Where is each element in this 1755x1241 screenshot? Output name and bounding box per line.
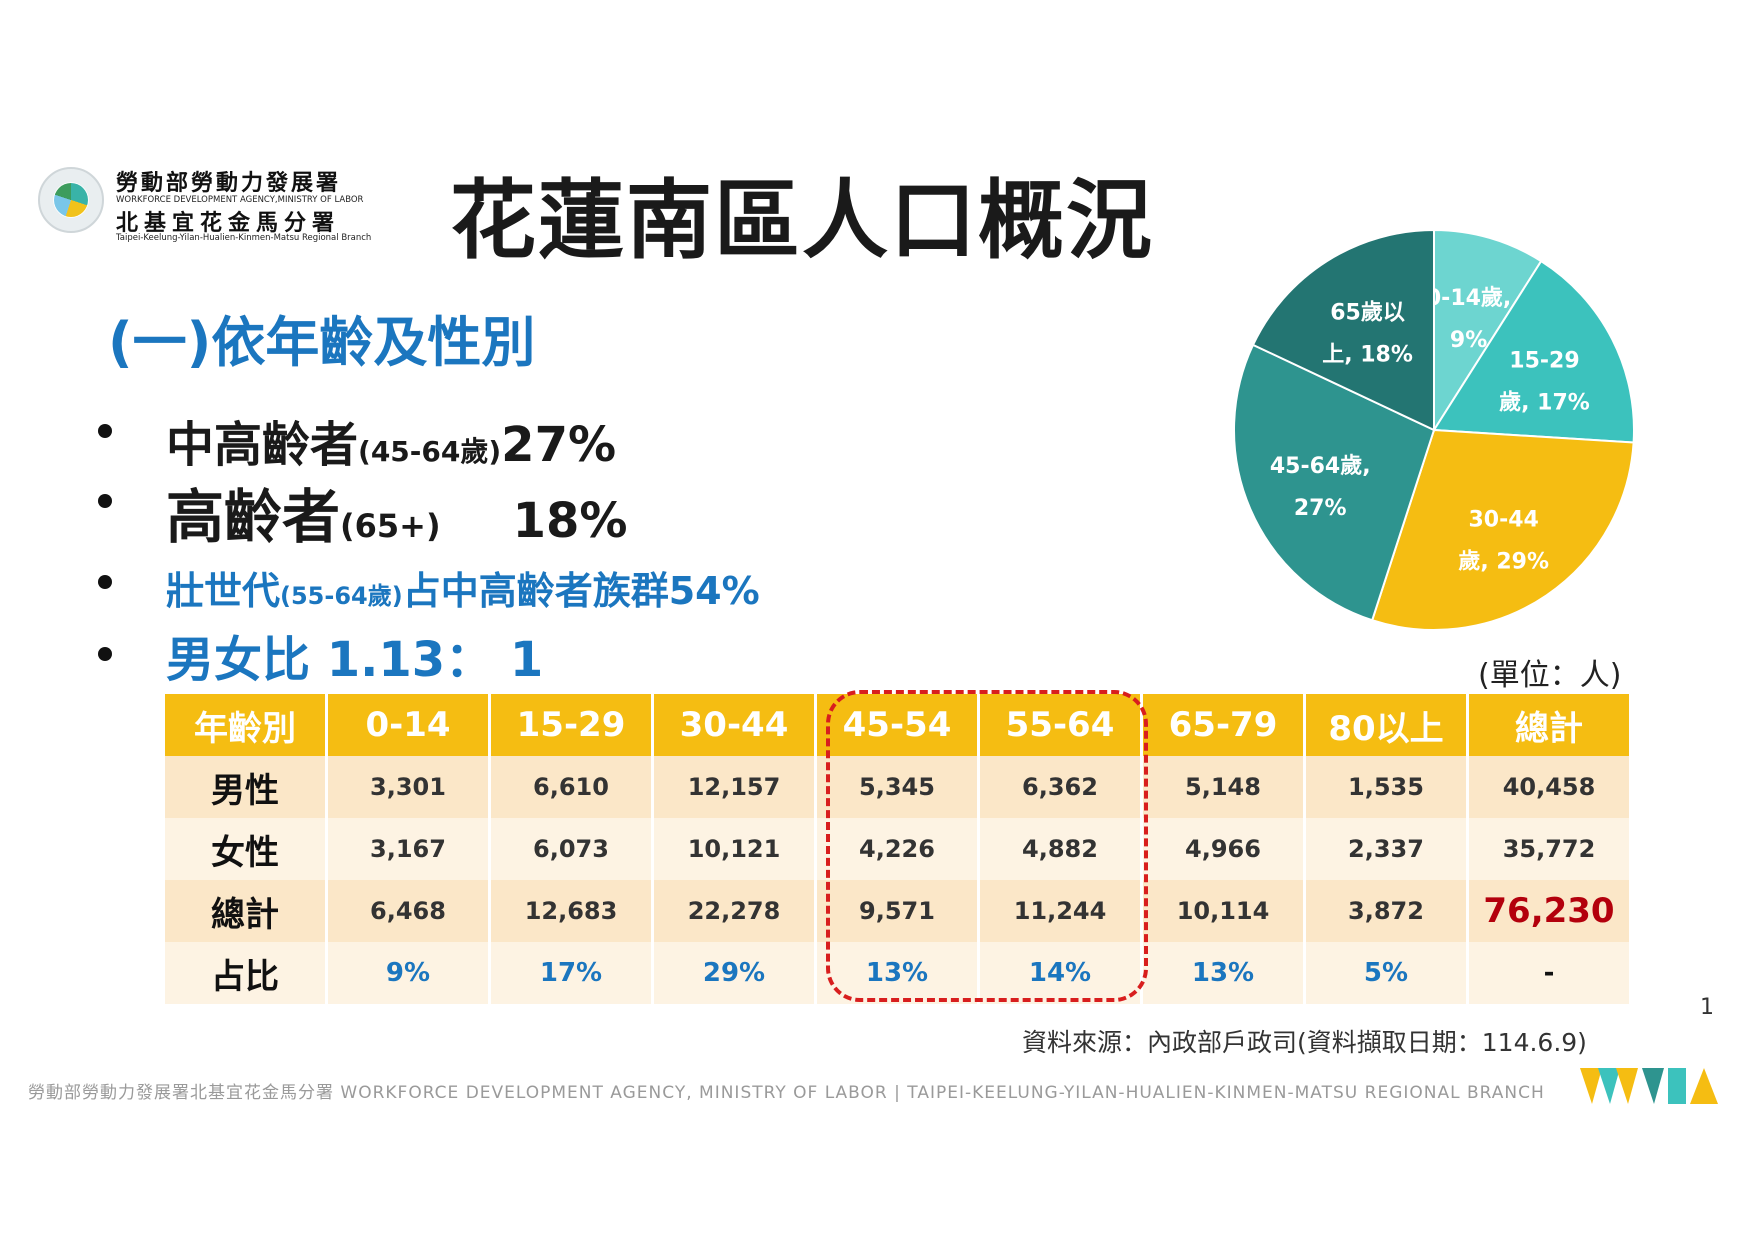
table-cell: 6,468 bbox=[328, 880, 488, 942]
pie-slice-label: 45-64歲, 27% bbox=[1270, 454, 1371, 521]
table-header-cell: 年齡別 bbox=[165, 694, 325, 756]
row-label: 總計 bbox=[165, 880, 325, 942]
table-row: 男性 3,301 6,610 12,157 5,345 6,362 5,148 … bbox=[165, 756, 1629, 818]
bullet-middle-aged: 中高齡者(45-64歲)27% bbox=[166, 405, 616, 475]
table-cell: 3,301 bbox=[328, 756, 488, 818]
logo-name-en: WORKFORCE DEVELOPMENT AGENCY,MINISTRY OF… bbox=[116, 195, 364, 205]
table-cell: 22,278 bbox=[654, 880, 814, 942]
table-row: 總計 6,468 12,683 22,278 9,571 11,244 10,1… bbox=[165, 880, 1629, 942]
bullet-dot bbox=[98, 494, 112, 508]
table-cell: 12,157 bbox=[654, 756, 814, 818]
pie-slice bbox=[1251, 228, 1435, 432]
table-row: 占比 9% 17% 29% 13% 14% 13% 5% - bbox=[165, 942, 1629, 1004]
data-source-note: 資料來源：內政部戶政司(資料擷取日期：114.6.9) bbox=[1022, 1028, 1587, 1057]
bullet-main: 高齡者 bbox=[166, 483, 341, 551]
logo-branch-en: Taipei-Keelung-Yilan-Hualien-Kinmen-Mats… bbox=[116, 233, 372, 243]
bullet-note: (65+) bbox=[340, 507, 441, 545]
bullet-note: (45-64歲) bbox=[358, 435, 502, 468]
row-label: 男性 bbox=[165, 756, 325, 818]
table-cell: 4,966 bbox=[1143, 818, 1303, 880]
highlight-dashed-box bbox=[826, 690, 1148, 1002]
table-cell: 10,114 bbox=[1143, 880, 1303, 942]
bullet-value: 18% bbox=[512, 493, 628, 549]
bullet-elderly: 高齡者(65+) 18% bbox=[166, 470, 628, 554]
bullet-prime-generation: 壯世代(55-64歲)占中高齡者族群54% bbox=[166, 560, 760, 615]
table-cell: 9% bbox=[328, 942, 488, 1004]
pie-slice-label: 30-44 歲, 29% bbox=[1458, 508, 1549, 575]
bullet-dot bbox=[98, 647, 112, 661]
bullet-sex-ratio: 男女比 1.13： 1 bbox=[166, 620, 543, 690]
table-cell: 12,683 bbox=[491, 880, 651, 942]
age-distribution-pie-chart: 0-14歲, 9%15-29 歲, 17% 30-44 歲, 29% 45-64歲, 27%… bbox=[1233, 228, 1635, 631]
table-cell: 3,167 bbox=[328, 818, 488, 880]
agency-seal-icon bbox=[38, 167, 104, 233]
table-cell: 5,148 bbox=[1143, 756, 1303, 818]
pie-slice bbox=[1432, 259, 1635, 444]
bullet-value: 占中高齡者族群54% bbox=[402, 569, 760, 613]
agency-logo: 勞動部勞動力發展署 WORKFORCE DEVELOPMENT AGENCY,M… bbox=[38, 165, 378, 245]
table-cell: 13% bbox=[1143, 942, 1303, 1004]
table-cell: 5% bbox=[1306, 942, 1466, 1004]
bullet-dot bbox=[98, 575, 112, 589]
table-cell: 6,362 bbox=[980, 756, 1140, 818]
pie-slice-label: 65歲以上, 18% bbox=[1322, 300, 1413, 367]
logo-branch-zh: 北基宜花金馬分署 bbox=[116, 211, 341, 236]
table-header-cell: 30-44 bbox=[654, 694, 814, 756]
table-header-cell: 15-29 bbox=[491, 694, 651, 756]
grand-total-cell: 76,230 bbox=[1469, 880, 1629, 942]
population-table: 年齡別 0-14 15-29 30-44 45-54 55-64 65-79 8… bbox=[162, 694, 1632, 1004]
table-cell: 5,345 bbox=[817, 756, 977, 818]
row-label: 占比 bbox=[165, 942, 325, 1004]
table-cell: 3,872 bbox=[1306, 880, 1466, 942]
table-cell: 14% bbox=[980, 942, 1140, 1004]
table-cell: - bbox=[1469, 942, 1629, 1004]
bullet-dot bbox=[98, 424, 112, 438]
table-cell: 10,121 bbox=[654, 818, 814, 880]
wda-logo-icon bbox=[1580, 1068, 1718, 1104]
table-cell: 9,571 bbox=[817, 880, 977, 942]
footer-text: 勞動部勞動力發展署北基宜花金馬分署 WORKFORCE DEVELOPMENT … bbox=[28, 1083, 1545, 1103]
table-header-cell: 0-14 bbox=[328, 694, 488, 756]
table-cell: 29% bbox=[654, 942, 814, 1004]
page-title: 花蓮南區人口概況 bbox=[450, 171, 1154, 271]
table-cell: 1,535 bbox=[1306, 756, 1466, 818]
bullet-value: 27% bbox=[501, 417, 617, 473]
table-cell: 17% bbox=[491, 942, 651, 1004]
table-cell: 35,772 bbox=[1469, 818, 1629, 880]
table-row: 女性 3,167 6,073 10,121 4,226 4,882 4,966 … bbox=[165, 818, 1629, 880]
table-cell: 2,337 bbox=[1306, 818, 1466, 880]
bullet-main: 壯世代 bbox=[166, 569, 281, 613]
bullet-note: (55-64歲) bbox=[280, 582, 403, 610]
pie-slice bbox=[1370, 428, 1635, 631]
table-cell: 6,610 bbox=[491, 756, 651, 818]
pie-slice bbox=[1433, 228, 1543, 434]
table-header-cell: 65-79 bbox=[1143, 694, 1303, 756]
row-label: 女性 bbox=[165, 818, 325, 880]
table-cell: 11,244 bbox=[980, 880, 1140, 942]
table-header-row: 年齡別 0-14 15-29 30-44 45-54 55-64 65-79 8… bbox=[165, 694, 1629, 756]
table-cell: 4,882 bbox=[980, 818, 1140, 880]
table-cell: 40,458 bbox=[1469, 756, 1629, 818]
unit-label: (單位：人) bbox=[1478, 658, 1622, 693]
pie-slice-label: 0-14歲, 9% bbox=[1426, 286, 1511, 353]
bullet-main: 男女比 1.13： 1 bbox=[166, 632, 544, 688]
table-cell: 6,073 bbox=[491, 818, 651, 880]
section-heading: (一)依年齡及性別 bbox=[108, 311, 536, 374]
table-header-cell: 80以上 bbox=[1306, 694, 1466, 756]
table-cell: 4,226 bbox=[817, 818, 977, 880]
bullet-main: 中高齡者 bbox=[166, 417, 359, 473]
pie-slice bbox=[1233, 343, 1436, 622]
logo-name-zh: 勞動部勞動力發展署 bbox=[116, 171, 342, 196]
table-header-cell: 總計 bbox=[1469, 694, 1629, 756]
table-header-cell: 55-64 bbox=[980, 694, 1140, 756]
page-number: 1 bbox=[1700, 995, 1714, 1020]
pie-slice-label: 15-29 歲, 17% bbox=[1499, 349, 1590, 416]
